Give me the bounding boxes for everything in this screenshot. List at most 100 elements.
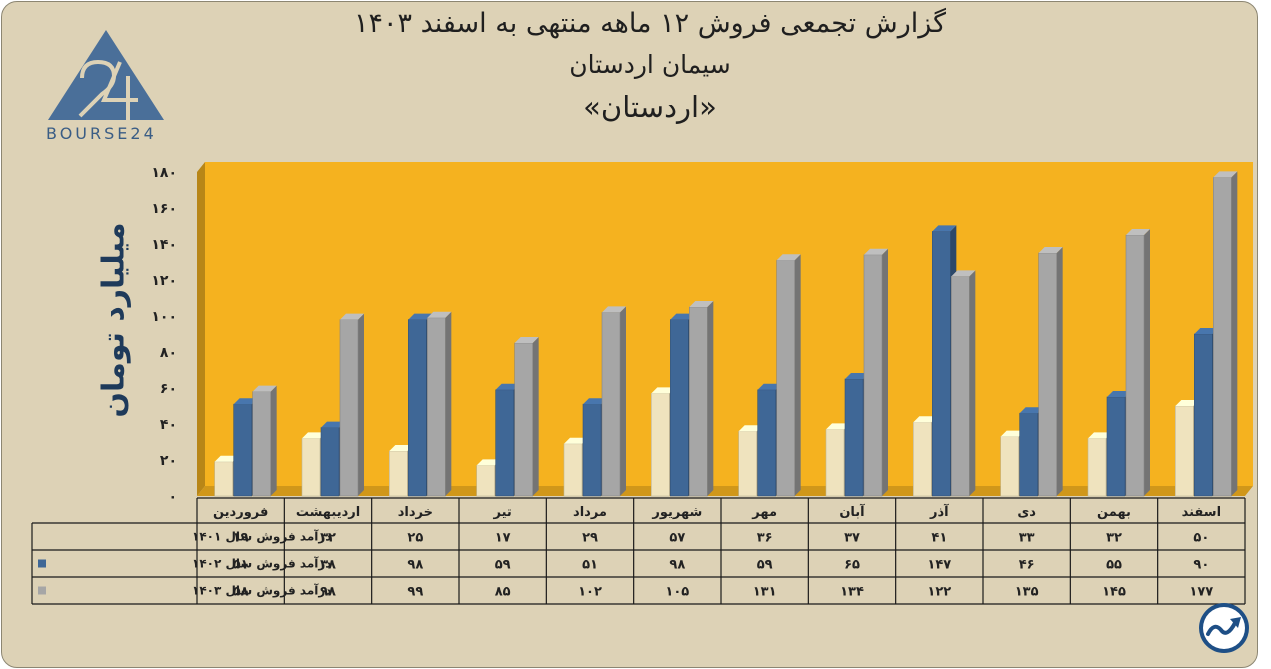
bourse24-logo (44, 28, 168, 148)
bar-top (514, 337, 539, 343)
y-tick-label: ۸۰ (160, 345, 177, 361)
category-label: شهریور (651, 505, 702, 520)
legend-entry: درآمد فروش سال ۱۴۰۱ (192, 529, 331, 545)
bar-top (864, 248, 888, 255)
chart-subtitle: سیمان اردستان (569, 50, 731, 79)
bar (863, 254, 883, 497)
bar (252, 391, 271, 497)
bar-side (270, 385, 277, 496)
data-label: ۱۳۵ (1015, 585, 1039, 600)
bar (408, 319, 427, 497)
bar-side (358, 313, 364, 496)
data-label: ۳۸ (320, 558, 336, 573)
bar (844, 378, 864, 497)
bar-top (776, 254, 801, 261)
bar-top (738, 425, 763, 432)
data-label: ۵۷ (669, 531, 685, 546)
data-label: ۴۱ (931, 531, 947, 546)
bar-top (1088, 432, 1112, 439)
bar-top (1019, 407, 1044, 414)
data-label: ۱۴۵ (1102, 585, 1126, 600)
bar-top (951, 270, 976, 277)
bar-top (583, 398, 607, 405)
chart-subtitle-symbol: «اردستان» (583, 90, 717, 124)
bar-top (340, 313, 364, 320)
category-label: مرداد (573, 505, 607, 520)
legend-swatch (38, 559, 46, 568)
bar-top (670, 313, 695, 320)
bar (951, 276, 970, 497)
data-label: ۱۳۴ (840, 585, 864, 600)
logo-wordmark: BOURSE24 (46, 124, 157, 143)
bar-top (476, 459, 501, 466)
category-label: اسفند (1182, 505, 1221, 520)
bar-side (1144, 229, 1150, 496)
category-label: دی (1017, 505, 1036, 520)
chart-title: گزارش تجمعی فروش ۱۲ ماهه منتهی به اسفند … (353, 8, 947, 39)
bar-top (408, 313, 433, 320)
data-label: ۸۵ (495, 585, 511, 600)
bar (233, 403, 252, 497)
bar-top (757, 383, 782, 390)
bar (1087, 438, 1107, 497)
bar (1194, 333, 1213, 497)
bar (339, 319, 359, 497)
bar-top (1213, 171, 1238, 178)
bar-top (233, 398, 258, 405)
legend-entry: درآمد فروش سال ۱۴۰۲ (192, 556, 331, 572)
plot-floor (197, 486, 1253, 496)
bar (1106, 396, 1126, 497)
data-label: ۶۵ (844, 558, 860, 573)
bar-top (1038, 247, 1063, 253)
bar-top (845, 373, 869, 379)
bar (427, 317, 446, 497)
bar (689, 306, 708, 497)
data-label: ۱۹ (233, 531, 249, 546)
data-label: ۵۱ (233, 558, 249, 573)
bar-side (1056, 247, 1063, 496)
y-tick-label: ۱۲۰ (151, 273, 177, 289)
bar (670, 319, 689, 497)
data-label: ۱۰۵ (665, 585, 689, 600)
bar-top (932, 225, 957, 232)
data-label: ۵۹ (495, 558, 511, 573)
data-label: ۳۳ (1019, 531, 1035, 546)
bar (563, 443, 583, 497)
bar-top (214, 455, 239, 462)
plot-side-wall (197, 162, 205, 496)
data-label: ۱۷۷ (1189, 585, 1213, 600)
bar-side (1231, 171, 1238, 496)
data-label: ۵۰ (1193, 531, 1209, 546)
bar (776, 259, 795, 497)
bar (1175, 405, 1194, 497)
data-label: ۵۵ (1106, 558, 1122, 573)
bar (1038, 252, 1057, 497)
data-label: ۵۸ (233, 585, 249, 600)
bar-top (252, 385, 277, 392)
category-label: بهمن (1097, 505, 1131, 520)
bar-top (651, 387, 676, 394)
data-label: ۱۴۷ (927, 558, 951, 573)
y-tick-label: ۱۰۰ (151, 309, 177, 325)
bar-side (969, 270, 976, 496)
y-tick-label: ۰ (168, 489, 177, 505)
bar (651, 393, 670, 497)
bar-side (794, 254, 801, 496)
data-label: ۱۷ (495, 531, 511, 546)
bar-top (389, 445, 414, 451)
bar-top (302, 432, 326, 439)
data-label: ۹۸ (669, 558, 685, 573)
category-label: خرداد (398, 505, 433, 520)
bar (214, 461, 233, 497)
data-label: ۳۲ (320, 531, 336, 546)
bar (514, 342, 533, 497)
bar (301, 438, 321, 497)
bar (389, 450, 408, 497)
data-label: ۱۲۲ (927, 585, 951, 600)
data-label: ۹۸ (407, 558, 423, 573)
data-label: ۲۵ (407, 531, 423, 546)
plot-back-wall (205, 162, 1253, 486)
bar-top (602, 306, 626, 313)
trend-arrow-icon (1197, 601, 1251, 655)
category-label: اردیبهشت (296, 505, 360, 520)
